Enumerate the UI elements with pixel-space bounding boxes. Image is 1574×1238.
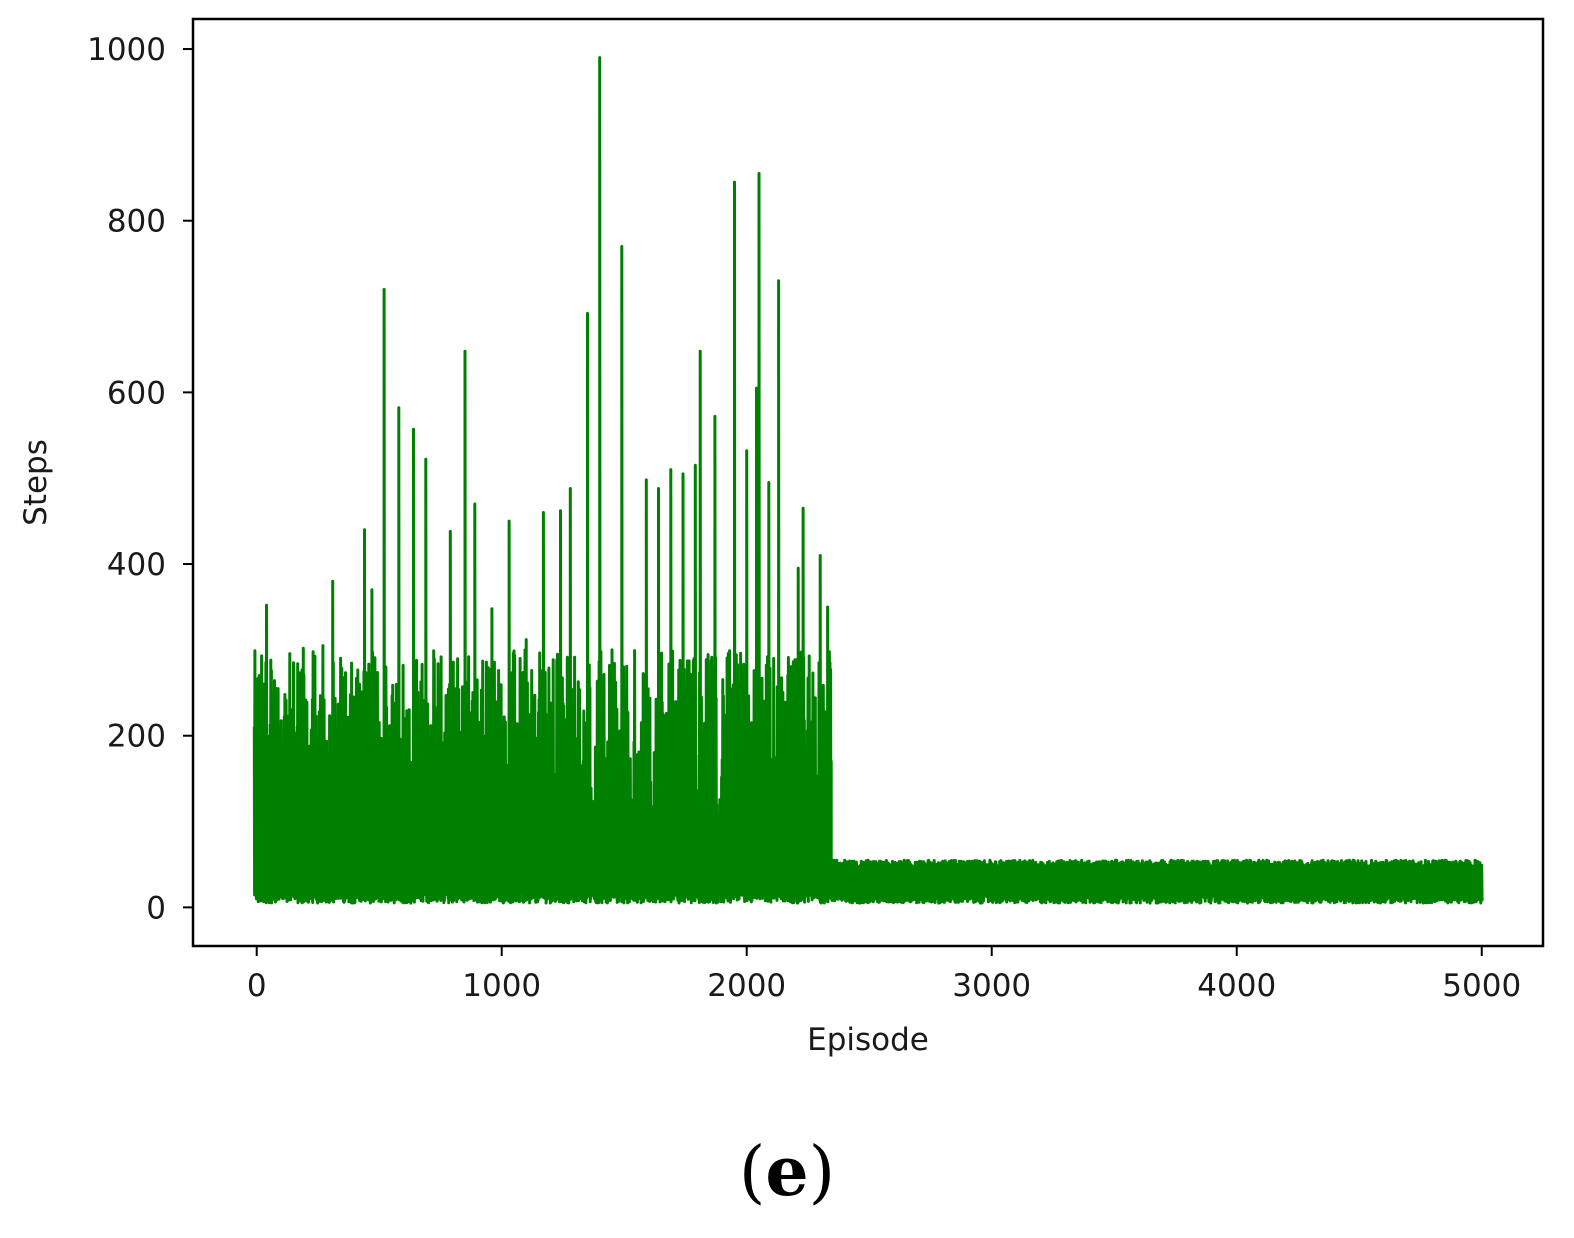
y-tick-label: 200 (107, 719, 166, 755)
x-axis-title: Episode (807, 1022, 929, 1058)
panel-label-open: ( (738, 1133, 766, 1212)
y-axis-title: Steps (18, 439, 54, 526)
x-tick-label: 5000 (1442, 968, 1521, 1004)
x-tick-label: 1000 (462, 968, 541, 1004)
panel-label-close: ) (808, 1133, 836, 1212)
plot-frame (191, 17, 1545, 948)
y-tick-label: 400 (107, 547, 166, 583)
steps-series (252, 56, 1484, 905)
x-tick-label: 2000 (707, 968, 786, 1004)
steps-line (252, 56, 1484, 905)
x-axis: 0 1000 2000 3000 4000 5000 (247, 946, 1521, 1004)
panel-label: (e) (0, 1138, 1574, 1207)
y-axis: 0 200 400 600 800 1000 (87, 32, 193, 926)
y-tick-label: 1000 (87, 32, 166, 68)
x-tick-label: 4000 (1197, 968, 1276, 1004)
x-tick-label: 3000 (952, 968, 1031, 1004)
panel-label-letter: e (765, 1132, 809, 1212)
x-tick-label: 0 (247, 968, 267, 1004)
y-tick-label: 0 (146, 890, 166, 926)
y-tick-label: 800 (107, 204, 166, 240)
y-tick-label: 600 (107, 375, 166, 411)
